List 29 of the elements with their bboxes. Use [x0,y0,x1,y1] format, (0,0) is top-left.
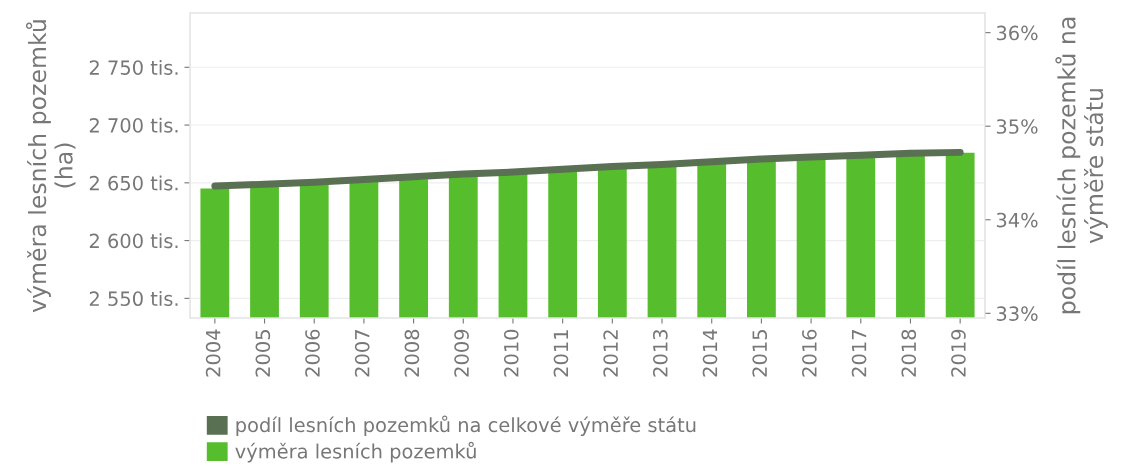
y2-tick-label: 36% [996,25,1038,41]
x-tick-label: 2014 [702,329,718,377]
x-tick-label: 2004 [205,329,221,377]
legend-label: podíl lesních pozemků na celkové výměře státu [236,415,696,437]
x-tick-label: 2016 [802,329,817,377]
x-tick-label: 2011 [553,330,569,377]
x-tick-label: 2017 [851,330,867,377]
x-tick-label: 2010 [503,329,519,377]
x-tick-label: 2005 [255,330,271,377]
x-tick-label: 2009 [454,329,469,377]
y2-tick-label: 34% [996,212,1038,228]
legend-label: výměra lesních pozemků [235,441,476,463]
y2-tick-label: 33% [996,306,1038,321]
y-tick-label: 2 650 tis. [89,175,178,191]
y2-axis-title: podíl lesních pozemků na výměře státu [1055,17,1108,314]
y-axis-title: výměra lesních pozemků (ha) [25,20,76,313]
y-tick-label: 2 750 tis. [89,59,178,75]
x-tick-label: 2015 [752,330,768,377]
y2-tick-label: 35% [996,119,1038,134]
x-tick-label: 2008 [404,329,420,377]
x-tick-label: 2007 [354,330,370,377]
x-tick-label: 2006 [305,329,320,377]
y-tick-label: 2 600 tis. [89,233,178,249]
x-tick-label: 2019 [951,329,966,377]
y-tick-label: 2 700 tis. [89,117,178,133]
x-tick-label: 2018 [901,329,917,377]
x-tick-label: 2012 [603,330,618,377]
y-tick-label: 2 550 tis. [89,290,178,307]
x-tick-label: 2013 [652,329,668,377]
